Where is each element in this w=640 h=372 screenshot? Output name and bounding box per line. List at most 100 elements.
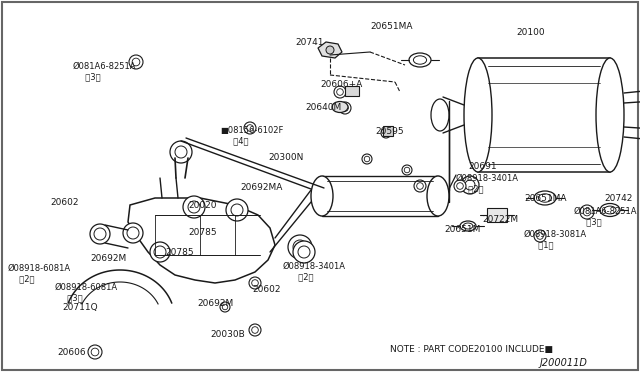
- Ellipse shape: [409, 53, 431, 67]
- Text: 20651M: 20651M: [444, 225, 481, 234]
- Text: Ø08918-3401A: Ø08918-3401A: [456, 174, 519, 183]
- Ellipse shape: [413, 56, 427, 64]
- Circle shape: [132, 58, 140, 66]
- Circle shape: [188, 201, 200, 213]
- Text: （3）: （3）: [62, 293, 83, 302]
- Text: 20602: 20602: [50, 198, 79, 207]
- Circle shape: [326, 46, 334, 54]
- Text: 20020: 20020: [188, 201, 216, 210]
- Circle shape: [127, 227, 139, 239]
- Circle shape: [404, 167, 410, 173]
- Bar: [345, 86, 359, 96]
- Text: 20691: 20691: [468, 162, 497, 171]
- Text: （3）: （3）: [80, 72, 100, 81]
- Circle shape: [175, 146, 187, 158]
- Text: 20692M: 20692M: [197, 299, 233, 308]
- Ellipse shape: [311, 176, 333, 216]
- Circle shape: [583, 208, 591, 216]
- Ellipse shape: [600, 203, 620, 217]
- Circle shape: [417, 183, 423, 189]
- Ellipse shape: [604, 206, 616, 214]
- Circle shape: [91, 348, 99, 356]
- Text: 20606: 20606: [57, 348, 86, 357]
- Text: （2）: （2）: [14, 274, 35, 283]
- Circle shape: [457, 183, 463, 189]
- Circle shape: [334, 86, 346, 98]
- Text: 20722M: 20722M: [482, 215, 518, 224]
- Circle shape: [414, 180, 426, 192]
- Circle shape: [170, 141, 192, 163]
- Circle shape: [461, 176, 479, 194]
- Text: 20651MA: 20651MA: [370, 22, 413, 31]
- Bar: [487, 208, 507, 222]
- Text: 20785: 20785: [165, 248, 194, 257]
- Text: 20300N: 20300N: [268, 153, 303, 162]
- Ellipse shape: [463, 223, 473, 229]
- Circle shape: [454, 180, 466, 192]
- Polygon shape: [128, 198, 275, 283]
- Circle shape: [129, 55, 143, 69]
- Circle shape: [402, 165, 412, 175]
- Text: 20711Q: 20711Q: [62, 303, 98, 312]
- Ellipse shape: [427, 176, 449, 216]
- Circle shape: [288, 235, 312, 259]
- Bar: [478, 58, 610, 172]
- Circle shape: [252, 280, 259, 286]
- Text: 20692MA: 20692MA: [240, 183, 282, 192]
- Ellipse shape: [460, 221, 476, 231]
- Text: 20602: 20602: [252, 285, 280, 294]
- Text: 20692M: 20692M: [90, 254, 126, 263]
- Circle shape: [339, 102, 351, 114]
- Text: NOTE : PART CODE20100 INCLUDE■: NOTE : PART CODE20100 INCLUDE■: [390, 345, 553, 354]
- Circle shape: [249, 277, 261, 289]
- Text: 20742: 20742: [604, 194, 632, 203]
- Circle shape: [342, 105, 348, 111]
- Circle shape: [537, 233, 543, 239]
- Circle shape: [293, 240, 307, 254]
- Ellipse shape: [464, 58, 492, 172]
- Circle shape: [90, 224, 110, 244]
- Circle shape: [246, 125, 253, 131]
- Text: Ø08918-6081A: Ø08918-6081A: [55, 283, 118, 292]
- Circle shape: [337, 89, 343, 95]
- Circle shape: [183, 196, 205, 218]
- Circle shape: [580, 205, 594, 219]
- Circle shape: [381, 128, 391, 138]
- Circle shape: [220, 302, 230, 312]
- Circle shape: [298, 246, 310, 258]
- Circle shape: [362, 154, 372, 164]
- Text: （3）: （3）: [581, 217, 602, 226]
- Circle shape: [244, 122, 256, 134]
- Circle shape: [252, 327, 259, 333]
- Text: Ø08918-3401A: Ø08918-3401A: [283, 262, 346, 271]
- Ellipse shape: [431, 99, 449, 131]
- Text: J200011D: J200011D: [540, 358, 588, 368]
- Text: 20606+A: 20606+A: [320, 80, 362, 89]
- Circle shape: [364, 156, 370, 162]
- Text: （4）: （4）: [228, 136, 248, 145]
- Text: Ø08918-6081A: Ø08918-6081A: [8, 264, 71, 273]
- Text: 20030B: 20030B: [210, 330, 244, 339]
- Text: 20651MA: 20651MA: [524, 194, 566, 203]
- Text: Ø08918-3081A: Ø08918-3081A: [524, 230, 587, 239]
- Circle shape: [249, 324, 261, 336]
- Text: 20100: 20100: [516, 28, 545, 37]
- Circle shape: [465, 180, 475, 190]
- Circle shape: [293, 241, 315, 263]
- Circle shape: [123, 223, 143, 243]
- Text: ■08156-6102F: ■08156-6102F: [220, 126, 284, 135]
- Circle shape: [231, 204, 243, 216]
- Bar: [322, 176, 438, 216]
- Circle shape: [222, 304, 228, 310]
- Ellipse shape: [596, 58, 624, 172]
- Text: Ø081A6-8251A: Ø081A6-8251A: [574, 207, 637, 216]
- Bar: [383, 126, 393, 136]
- Circle shape: [534, 230, 546, 242]
- Text: 20785: 20785: [188, 228, 216, 237]
- Text: （1）: （1）: [533, 240, 554, 249]
- Circle shape: [150, 242, 170, 262]
- Polygon shape: [318, 42, 342, 58]
- Ellipse shape: [538, 194, 552, 202]
- Ellipse shape: [534, 191, 556, 205]
- Circle shape: [94, 228, 106, 240]
